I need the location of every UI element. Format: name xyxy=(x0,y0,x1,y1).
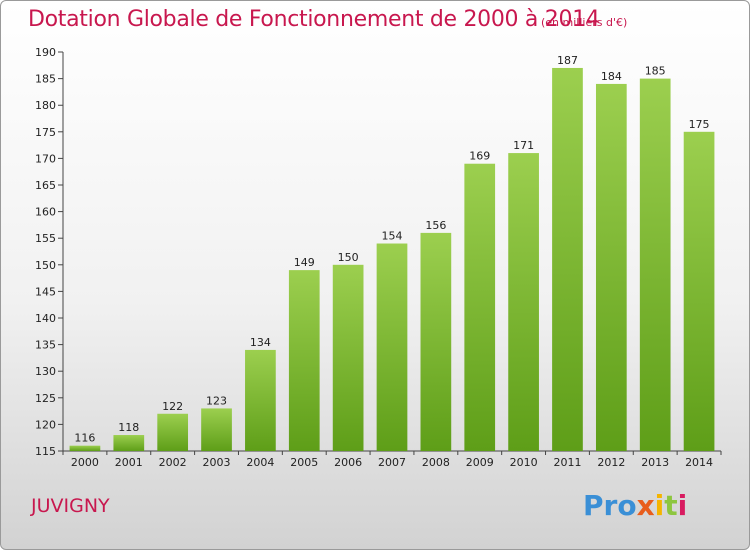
bar xyxy=(420,232,452,451)
y-tick-label: 170 xyxy=(35,152,56,165)
bar xyxy=(683,131,715,452)
x-tick-label: 2001 xyxy=(115,456,143,469)
bar xyxy=(464,163,496,451)
bar-value-label: 122 xyxy=(162,400,183,413)
x-tick-label: 2008 xyxy=(422,456,450,469)
x-tick-label: 2000 xyxy=(71,456,99,469)
bar xyxy=(639,78,671,451)
bar xyxy=(288,270,320,451)
y-tick-label: 160 xyxy=(35,206,56,219)
bar xyxy=(201,408,232,451)
bar xyxy=(376,243,408,451)
chart-title: Dotation Globale de Fonctionnement de 20… xyxy=(28,7,600,32)
x-tick-label: 2005 xyxy=(290,456,318,469)
y-tick-label: 120 xyxy=(35,418,56,431)
x-tick-label: 2006 xyxy=(334,456,362,469)
x-tick-label: 2002 xyxy=(159,456,187,469)
bar-value-label: 134 xyxy=(250,336,271,349)
y-tick-label: 150 xyxy=(35,259,56,272)
y-tick-label: 145 xyxy=(35,285,56,298)
x-tick-label: 2004 xyxy=(246,456,274,469)
chart-subtitle: (en milliers d'€) xyxy=(541,16,628,29)
x-tick-label: 2007 xyxy=(378,456,406,469)
logo-part: t xyxy=(664,489,678,522)
x-tick-label: 2003 xyxy=(203,456,231,469)
logo-part: i xyxy=(677,489,688,522)
logo-part: x xyxy=(636,489,655,522)
x-tick-label: 2013 xyxy=(641,456,669,469)
y-tick-label: 155 xyxy=(35,232,56,245)
bar-value-label: 171 xyxy=(513,139,534,152)
y-tick-label: 185 xyxy=(35,73,56,86)
y-tick-label: 165 xyxy=(35,179,56,192)
bar-value-label: 116 xyxy=(74,432,95,445)
bar-value-label: 154 xyxy=(382,230,403,243)
bar-value-label: 185 xyxy=(645,65,666,78)
x-tick-label: 2010 xyxy=(510,456,538,469)
bar-value-label: 156 xyxy=(425,219,446,232)
bar xyxy=(332,264,364,451)
bar-value-label: 150 xyxy=(338,251,359,264)
y-tick-label: 180 xyxy=(35,99,56,112)
bar xyxy=(508,153,539,451)
y-tick-label: 135 xyxy=(35,339,56,352)
logo-part: i xyxy=(654,489,665,522)
bar xyxy=(157,413,189,451)
bar-value-label: 149 xyxy=(294,256,315,269)
proxiti-logo: Proxiti xyxy=(583,489,687,522)
y-tick-label: 115 xyxy=(35,445,56,458)
y-tick-label: 140 xyxy=(35,312,56,325)
x-tick-label: 2014 xyxy=(685,456,713,469)
bar xyxy=(113,435,145,451)
bar-value-label: 169 xyxy=(469,150,490,163)
x-tick-label: 2009 xyxy=(466,456,494,469)
bar xyxy=(595,83,627,452)
bar xyxy=(245,349,276,451)
bar xyxy=(552,67,583,452)
x-tick-label: 2012 xyxy=(597,456,625,469)
bar-value-label: 118 xyxy=(118,421,139,434)
bar-value-label: 187 xyxy=(557,54,578,67)
y-tick-label: 130 xyxy=(35,365,56,378)
bar-value-label: 123 xyxy=(206,394,227,407)
y-tick-label: 125 xyxy=(35,392,56,405)
x-tick-label: 2011 xyxy=(553,456,581,469)
commune-name: JUVIGNY xyxy=(31,495,110,517)
bar-value-label: 175 xyxy=(689,118,710,131)
logo-part: Pro xyxy=(583,489,637,522)
y-tick-label: 175 xyxy=(35,126,56,139)
bar xyxy=(69,445,101,451)
y-tick-label: 190 xyxy=(35,46,56,59)
bar-value-label: 184 xyxy=(601,70,622,83)
